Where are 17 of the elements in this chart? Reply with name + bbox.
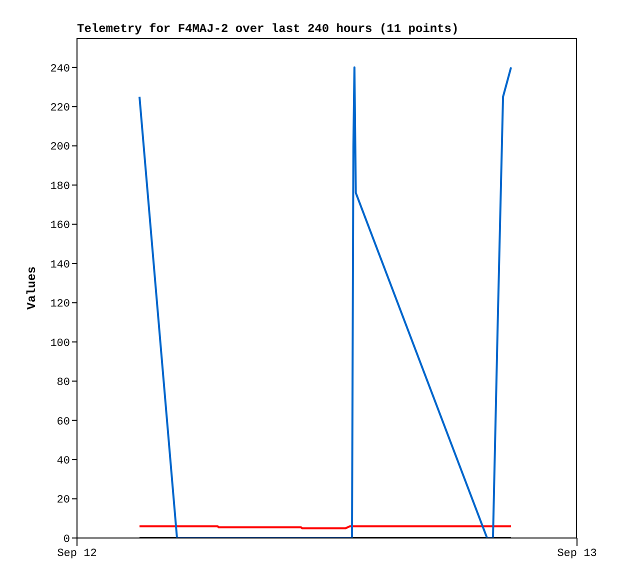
y-tick-label: 0 xyxy=(63,534,70,546)
y-tick-label: 80 xyxy=(56,377,70,390)
y-tick-label: 140 xyxy=(50,259,70,272)
y-tick-label: 220 xyxy=(50,102,70,115)
y-tick-label: 100 xyxy=(50,338,70,350)
y-tick-label: 240 xyxy=(50,63,70,76)
x-tick-label: Sep 13 xyxy=(557,548,597,560)
y-tick-label: 20 xyxy=(56,494,70,507)
y-tick-label: 160 xyxy=(50,220,70,232)
y-tick-label: 40 xyxy=(56,455,70,468)
y-tick-label: 120 xyxy=(50,298,70,311)
y-tick-label: 60 xyxy=(56,416,70,428)
y-tick-label: 180 xyxy=(50,180,70,193)
chart-title: Telemetry for F4MAJ-2 over last 240 hours (11 points) xyxy=(77,22,459,36)
x-tick-label: Sep 12 xyxy=(57,548,97,560)
y-tick-label: 200 xyxy=(50,142,70,154)
y-axis-title: Values xyxy=(25,266,39,310)
